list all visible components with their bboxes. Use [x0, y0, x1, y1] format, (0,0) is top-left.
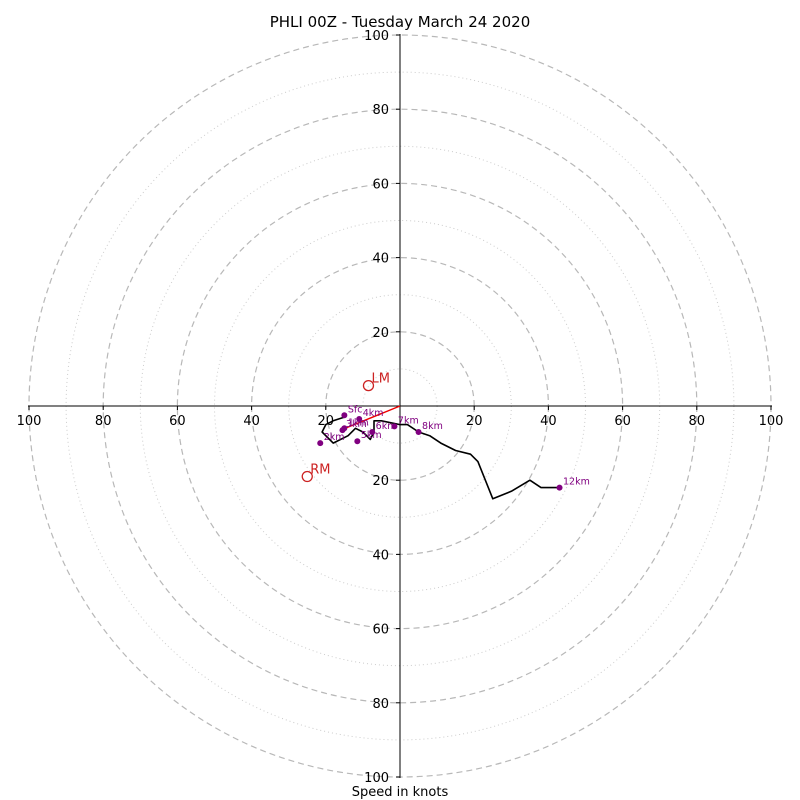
y-tick-label: 20 [372, 326, 389, 341]
height-marker-label: 3km [346, 419, 367, 430]
height-marker-label: 4km [363, 408, 384, 419]
x-tick-label: 40 [540, 414, 557, 429]
chart-title: PHLI 00Z - Tuesday March 24 2020 [270, 13, 531, 31]
y-tick-label: 100 [364, 29, 389, 44]
height-marker-label: Sfc [348, 404, 363, 415]
y-tick-label: 80 [372, 697, 389, 712]
x-tick-label: 60 [614, 414, 631, 429]
y-tick-label: 80 [372, 103, 389, 118]
y-tick-label: 100 [364, 771, 389, 786]
height-marker-dot [415, 428, 422, 435]
height-marker-label: 2km [324, 432, 345, 443]
y-tick-label: 40 [372, 252, 389, 267]
storm-motion-label: LM [371, 372, 389, 387]
y-tick-label: 60 [372, 623, 389, 638]
height-marker-label: 7km [398, 415, 419, 426]
height-marker-label: 8km [422, 421, 443, 432]
storm-motion-marker [301, 470, 313, 483]
y-tick-label: 40 [372, 548, 389, 563]
x-tick-label: 20 [466, 414, 483, 429]
hodograph-line [321, 416, 560, 500]
height-marker-dot [369, 428, 376, 435]
y-tick-label: 60 [372, 177, 389, 192]
height-marker-dot [391, 423, 398, 430]
height-marker-dot [341, 412, 348, 419]
hodograph-trace [321, 416, 560, 500]
y-tick-label: 20 [372, 474, 389, 489]
x-tick-label: 60 [169, 414, 186, 429]
height-marker-label: 12km [563, 477, 590, 488]
height-marker-label: 1km [348, 417, 369, 428]
x-tick-label: 80 [689, 414, 706, 429]
height-marker-dot [356, 415, 363, 422]
height-marker-dot [354, 438, 361, 445]
storm-motion-markers: LM RM [301, 372, 390, 483]
x-tick-label: 100 [17, 414, 42, 429]
x-axis-label: Speed in knots [352, 785, 449, 800]
x-tick-label: 80 [95, 414, 112, 429]
height-marker-label: 5km [361, 430, 382, 441]
height-marker-label: 6km [376, 421, 397, 432]
storm-motion-marker [362, 379, 375, 392]
height-marker-dot [339, 427, 346, 434]
x-tick-label: 100 [759, 414, 784, 429]
shear-vector [340, 405, 401, 431]
shear-vector-group [340, 405, 401, 431]
height-marker-dot [317, 440, 324, 447]
x-tick-label: 40 [243, 414, 260, 429]
tick-labels: 100 80 60 40 20 20 40 60 80 100 100 80 60 40 20 20 40 60 8… [17, 29, 784, 786]
storm-motion-label: RM [310, 462, 330, 477]
x-tick-label: 20 [318, 414, 335, 429]
height-marker-dot [556, 484, 563, 491]
